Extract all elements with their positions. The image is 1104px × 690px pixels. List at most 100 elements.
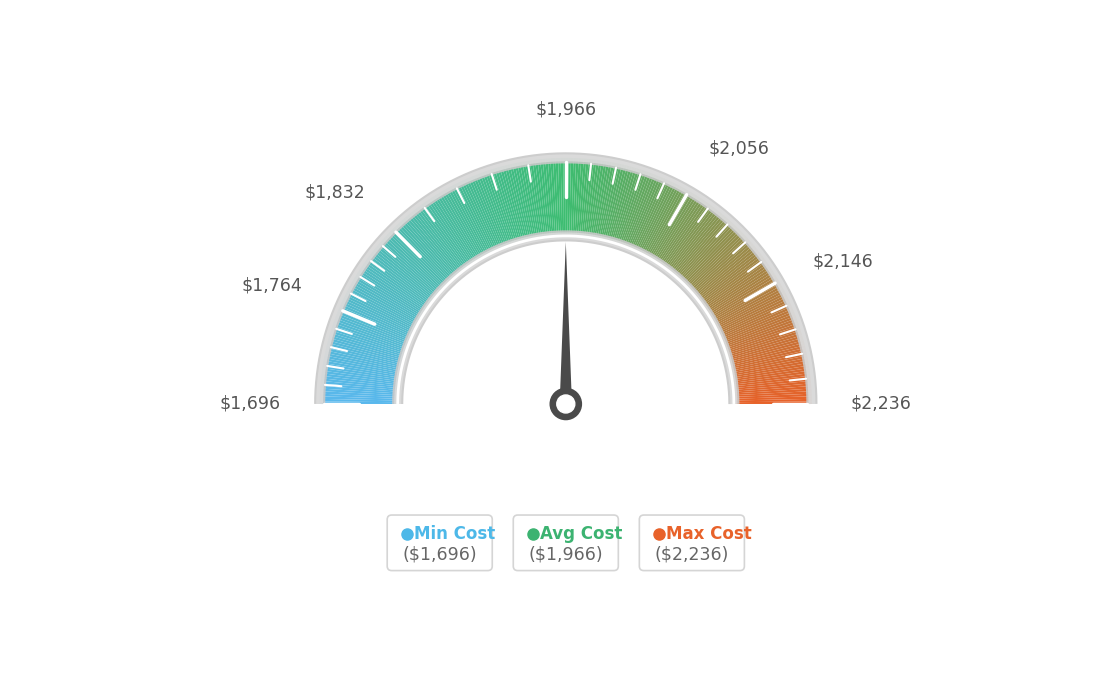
Wedge shape (604, 164, 625, 241)
Wedge shape (322, 368, 400, 381)
Wedge shape (585, 159, 596, 237)
Wedge shape (329, 335, 404, 359)
FancyBboxPatch shape (513, 515, 618, 571)
Wedge shape (333, 321, 407, 348)
Wedge shape (378, 243, 438, 295)
Wedge shape (555, 158, 561, 236)
Wedge shape (468, 177, 500, 250)
Wedge shape (629, 176, 661, 249)
Wedge shape (684, 230, 742, 286)
Wedge shape (320, 402, 397, 404)
Wedge shape (400, 221, 454, 280)
Wedge shape (517, 162, 534, 239)
Wedge shape (373, 249, 435, 299)
Wedge shape (597, 162, 615, 239)
Wedge shape (734, 402, 811, 404)
Wedge shape (360, 268, 426, 313)
Wedge shape (731, 360, 808, 376)
Wedge shape (704, 266, 771, 311)
Wedge shape (335, 318, 408, 347)
Wedge shape (594, 161, 609, 239)
Wedge shape (718, 297, 788, 333)
Wedge shape (733, 373, 810, 384)
Wedge shape (659, 199, 704, 265)
Wedge shape (322, 363, 400, 377)
Wedge shape (361, 266, 427, 311)
Wedge shape (731, 355, 808, 373)
Wedge shape (702, 259, 766, 306)
Wedge shape (633, 178, 666, 250)
Wedge shape (731, 358, 808, 374)
Wedge shape (726, 331, 802, 355)
Wedge shape (582, 159, 592, 237)
Wedge shape (357, 272, 424, 315)
Text: Avg Cost: Avg Cost (540, 526, 623, 544)
Wedge shape (395, 224, 450, 283)
Wedge shape (500, 166, 522, 242)
Wedge shape (726, 333, 803, 357)
Wedge shape (381, 239, 440, 293)
Wedge shape (432, 196, 476, 263)
Wedge shape (383, 237, 442, 291)
Wedge shape (397, 223, 452, 282)
Wedge shape (733, 388, 811, 395)
Wedge shape (583, 159, 594, 237)
Wedge shape (495, 168, 519, 243)
Wedge shape (634, 179, 668, 251)
Wedge shape (447, 187, 487, 257)
Wedge shape (576, 158, 584, 237)
Wedge shape (369, 255, 432, 304)
Wedge shape (336, 313, 410, 344)
Wedge shape (640, 184, 678, 254)
Wedge shape (482, 172, 510, 246)
Wedge shape (580, 159, 588, 237)
Wedge shape (707, 270, 774, 314)
Wedge shape (688, 235, 747, 290)
Wedge shape (343, 297, 414, 333)
Wedge shape (615, 168, 639, 244)
Wedge shape (490, 169, 516, 244)
Wedge shape (487, 170, 513, 245)
Wedge shape (331, 328, 406, 354)
Wedge shape (703, 262, 768, 308)
Text: $2,236: $2,236 (851, 395, 912, 413)
Wedge shape (724, 323, 799, 351)
Wedge shape (417, 206, 466, 270)
Wedge shape (732, 368, 809, 381)
Wedge shape (452, 185, 489, 255)
Wedge shape (720, 306, 793, 339)
Wedge shape (650, 191, 691, 259)
Wedge shape (681, 224, 736, 283)
Text: ($1,966): ($1,966) (529, 545, 603, 564)
Wedge shape (473, 175, 503, 248)
Wedge shape (713, 286, 783, 324)
Wedge shape (520, 161, 537, 239)
Wedge shape (722, 313, 796, 344)
Wedge shape (505, 165, 526, 242)
Wedge shape (522, 161, 538, 239)
Wedge shape (485, 170, 512, 245)
Wedge shape (733, 375, 810, 386)
Wedge shape (331, 326, 406, 352)
Wedge shape (728, 338, 804, 360)
Wedge shape (570, 158, 574, 236)
Wedge shape (603, 164, 622, 240)
Wedge shape (680, 223, 734, 282)
Wedge shape (390, 230, 447, 286)
Wedge shape (567, 158, 571, 236)
Wedge shape (420, 205, 467, 269)
Wedge shape (322, 366, 400, 380)
Wedge shape (415, 208, 464, 271)
Wedge shape (701, 257, 765, 305)
Wedge shape (454, 184, 491, 254)
Wedge shape (497, 167, 521, 243)
Wedge shape (443, 190, 484, 259)
Wedge shape (712, 283, 782, 323)
Polygon shape (397, 236, 734, 554)
Wedge shape (374, 247, 436, 298)
Wedge shape (458, 181, 495, 253)
Wedge shape (339, 306, 412, 339)
Wedge shape (321, 375, 399, 386)
Wedge shape (320, 386, 399, 393)
Wedge shape (639, 182, 676, 253)
